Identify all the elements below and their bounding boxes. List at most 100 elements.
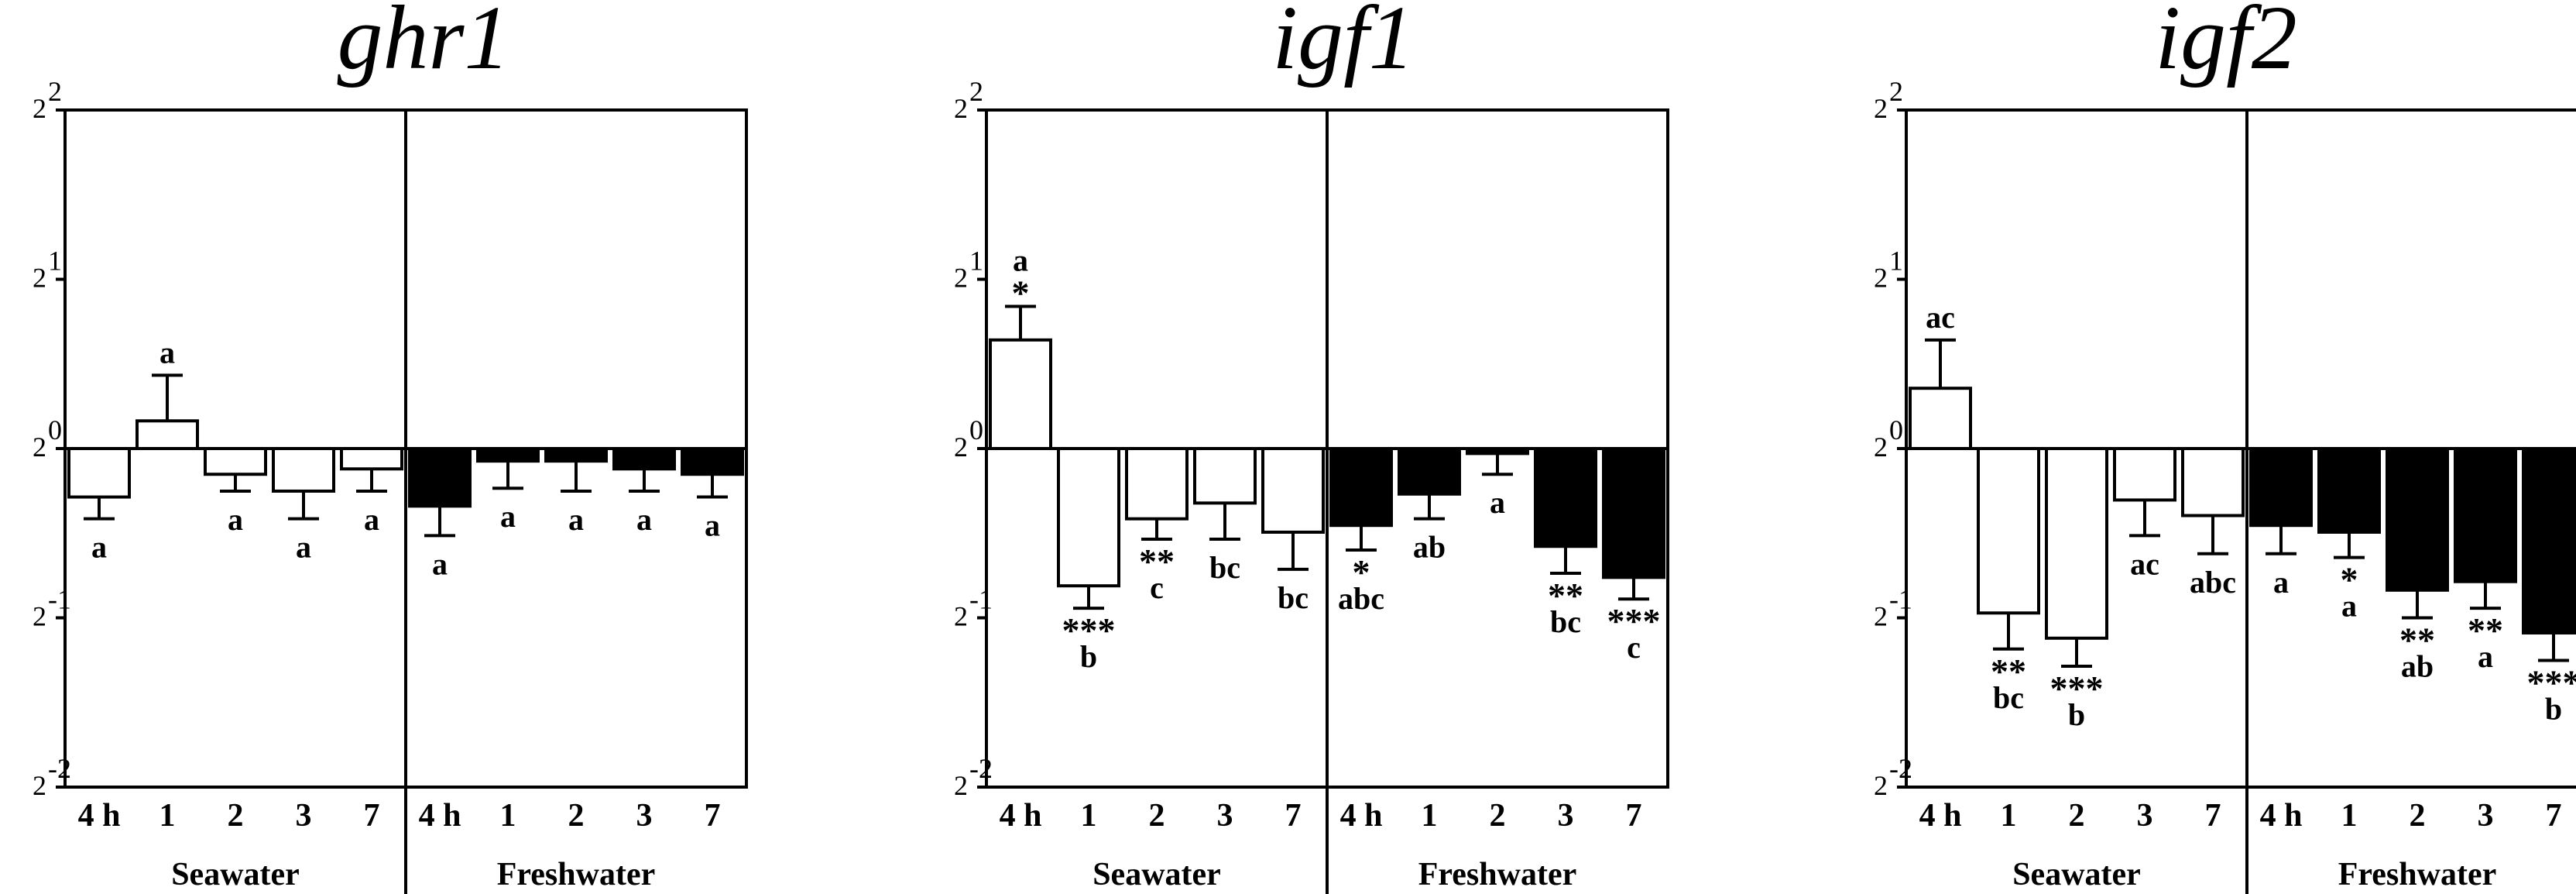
x-tick-label: 1	[500, 798, 516, 834]
group-label: Freshwater	[2338, 857, 2496, 892]
group-letter: a	[1013, 242, 1028, 277]
group-letter: bc	[1209, 550, 1240, 585]
x-tick-label: 3	[2478, 798, 2494, 834]
group-letter: abc	[1338, 581, 1384, 616]
significance-stars: **	[2399, 621, 2435, 660]
group-letter: c	[1150, 570, 1164, 605]
bar	[1398, 447, 1461, 496]
panel-title: igf1	[1272, 0, 1415, 88]
bar	[476, 447, 540, 463]
y-tick-label: 2	[33, 93, 46, 124]
bar	[2181, 447, 2245, 517]
group-letter: b	[2545, 691, 2562, 726]
bar	[2522, 447, 2576, 635]
significance-stars: *	[2341, 560, 2358, 600]
y-tick-label: 2	[33, 601, 46, 632]
y-tick-exponent: 2	[1889, 76, 1903, 107]
bar	[1602, 447, 1665, 579]
bar	[1534, 447, 1597, 548]
x-tick-label: 7	[705, 798, 721, 834]
y-tick-exponent: 2	[969, 76, 983, 107]
bar	[1261, 447, 1325, 534]
y-tick-label: 2	[33, 432, 46, 462]
y-tick-label: 2	[1874, 770, 1888, 801]
bar	[204, 447, 267, 476]
x-tick-label: 1	[1081, 798, 1097, 834]
x-tick-label: 4 h	[419, 798, 461, 834]
x-tick-label: 3	[1217, 798, 1233, 834]
y-tick-label: 2	[954, 432, 968, 462]
group-label: Freshwater	[1418, 857, 1576, 892]
bar	[1977, 447, 2040, 615]
x-tick-label: 7	[2205, 798, 2221, 834]
group-letter: a	[228, 502, 243, 537]
bar	[1057, 447, 1120, 588]
y-tick-exponent: 0	[48, 414, 62, 445]
x-tick-label: 4 h	[1340, 798, 1383, 834]
bar	[612, 447, 676, 471]
bar	[272, 447, 335, 493]
group-letter: b	[1080, 639, 1097, 674]
bar	[2045, 447, 2108, 640]
bar	[2249, 447, 2313, 528]
y-tick-label: 2	[33, 770, 46, 801]
group-letter: a	[2273, 565, 2289, 600]
bar	[2113, 447, 2176, 502]
y-tick-exponent: 1	[48, 246, 62, 277]
significance-stars: **	[1548, 576, 1583, 615]
y-tick-label: 2	[954, 770, 968, 801]
x-tick-label: 2	[568, 798, 585, 834]
y-tick-exponent: 0	[1889, 414, 1903, 445]
group-letter: bc	[1993, 680, 2024, 715]
group-letter: bc	[1278, 580, 1309, 615]
y-tick-exponent: 2	[48, 76, 62, 107]
group-letter: b	[2068, 697, 2085, 732]
x-tick-label: 3	[296, 798, 312, 834]
x-tick-label: 4 h	[2260, 798, 2303, 834]
x-tick-label: 1	[2341, 798, 2358, 834]
x-tick-label: 1	[2001, 798, 2017, 834]
bar	[408, 447, 472, 508]
group-letter: a	[364, 502, 379, 537]
significance-stars: *	[1012, 273, 1030, 312]
group-letter: a	[705, 508, 720, 543]
bar	[1909, 387, 1972, 451]
bar	[135, 419, 199, 450]
bar	[989, 338, 1052, 451]
y-tick-exponent: -2	[1889, 753, 1912, 784]
x-tick-label: 2	[1490, 798, 1506, 834]
bar	[340, 447, 403, 471]
x-tick-label: 2	[2069, 798, 2085, 834]
group-label: Seawater	[171, 857, 300, 892]
y-tick-exponent: 1	[1889, 246, 1903, 277]
x-tick-label: 7	[1626, 798, 1642, 834]
group-letter: a	[500, 499, 516, 534]
bar	[1466, 447, 1529, 456]
x-tick-label: 2	[2410, 798, 2426, 834]
y-tick-label: 2	[1874, 93, 1888, 124]
x-tick-label: 3	[636, 798, 653, 834]
significance-stars: **	[1139, 542, 1175, 581]
group-letter: a	[636, 502, 652, 537]
x-tick-label: 7	[364, 798, 380, 834]
y-tick-label: 2	[954, 601, 968, 632]
x-tick-label: 4 h	[78, 798, 121, 834]
group-letter: a	[91, 530, 107, 565]
group-letter: bc	[1550, 604, 1581, 639]
y-tick-label: 2	[1874, 432, 1888, 462]
y-tick-label: 2	[954, 93, 968, 124]
x-tick-label: 2	[228, 798, 244, 834]
x-tick-label: 1	[1422, 798, 1438, 834]
group-letter: a	[2478, 639, 2493, 674]
bar	[67, 447, 131, 499]
y-tick-exponent: 1	[969, 246, 983, 277]
group-label: Seawater	[1092, 857, 1221, 892]
group-label: Freshwater	[497, 857, 655, 892]
group-label: Seawater	[2012, 857, 2141, 892]
bar	[681, 447, 744, 476]
y-tick-label: 2	[1874, 601, 1888, 632]
x-tick-label: 4 h	[1919, 798, 1962, 834]
y-tick-label: 2	[954, 263, 968, 294]
significance-stars: ***	[1607, 601, 1661, 641]
